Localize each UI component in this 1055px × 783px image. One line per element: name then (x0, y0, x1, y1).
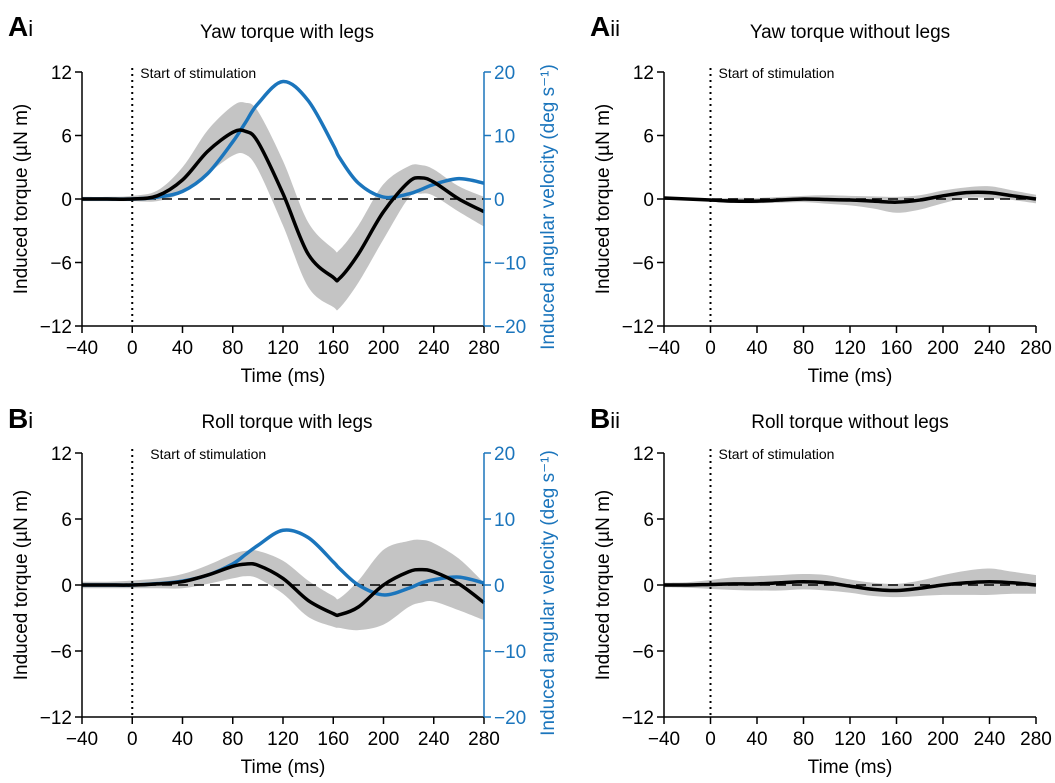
x-tick-label: 160 (317, 729, 349, 750)
chart-title: Roll torque with legs (201, 412, 372, 433)
torque-line (663, 190, 1037, 204)
x-tick-label: 240 (418, 338, 450, 359)
y2-tick-label: 20 (494, 63, 515, 84)
y-tick-label: −6 (632, 642, 654, 663)
panel-bi: Bi Roll torque with legs Start of stimulat… (8, 403, 559, 778)
y-tick-label: −12 (40, 317, 72, 338)
torque-line (82, 128, 485, 283)
x-tick-label: −40 (66, 338, 98, 359)
y-tick-label: 6 (61, 510, 72, 531)
y2-tick-label: 20 (494, 444, 515, 465)
chart-title: Yaw torque without legs (750, 22, 950, 43)
x-tick-label: −40 (648, 729, 680, 750)
y2-tick-label: 10 (494, 510, 515, 531)
x-tick-label: 200 (927, 338, 959, 359)
y2-tick-label: −20 (494, 317, 526, 338)
y-axis-label: Induced torque (µN m) (593, 490, 614, 680)
x-tick-label: 200 (368, 338, 400, 359)
x-tick-label: 280 (1020, 338, 1052, 359)
x-tick-label: 240 (974, 729, 1006, 750)
x-tick-label: 240 (418, 729, 450, 750)
y-tick-label: −12 (40, 708, 72, 729)
x-tick-label: 120 (834, 338, 866, 359)
x-tick-label: 0 (705, 338, 716, 359)
x-axis-label: Time (ms) (241, 366, 326, 387)
y-axis-label: Induced torque (µN m) (11, 490, 32, 680)
y-tick-label: 0 (61, 576, 72, 597)
y-tick-label: 6 (643, 127, 654, 148)
x-tick-label: 120 (267, 338, 299, 359)
x-tick-label: 80 (222, 338, 243, 359)
y2-tick-label: 0 (494, 576, 505, 597)
y-axis-label: Induced torque (µN m) (11, 104, 32, 294)
y-tick-label: −6 (632, 254, 654, 275)
x-tick-label: 80 (793, 729, 814, 750)
y2-tick-label: 0 (494, 190, 505, 211)
x-tick-label: 40 (746, 729, 767, 750)
stimulation-annotation: Start of stimulation (719, 65, 835, 81)
y2-tick-label: −10 (494, 642, 526, 663)
y-tick-label: −12 (622, 317, 654, 338)
y-tick-label: −12 (622, 708, 654, 729)
y-tick-label: 6 (643, 510, 654, 531)
x-tick-label: −40 (66, 729, 98, 750)
y-tick-label: −6 (50, 642, 72, 663)
y-tick-label: −6 (50, 254, 72, 275)
stimulation-annotation: Start of stimulation (140, 65, 256, 81)
x-tick-label: −40 (648, 338, 680, 359)
y2-tick-label: −20 (494, 708, 526, 729)
x-tick-label: 40 (172, 729, 193, 750)
x-tick-label: 160 (881, 729, 913, 750)
panel-label: Aii (590, 11, 620, 42)
y2-tick-label: −10 (494, 254, 526, 275)
x-axis-label: Time (ms) (808, 366, 893, 387)
x-tick-label: 80 (222, 729, 243, 750)
x-tick-label: 80 (793, 338, 814, 359)
panel-bii: Bii Roll torque without legs Start of stim… (590, 403, 1052, 778)
y2-tick-label: 10 (494, 127, 515, 148)
y-tick-label: 6 (61, 127, 72, 148)
panel-ai: Ai Yaw torque with legs Start of stimulati… (8, 11, 559, 387)
torque-error-band (82, 102, 484, 311)
y-tick-label: 0 (643, 190, 654, 211)
panel-label: Bii (590, 403, 620, 434)
panel-label: Bi (8, 403, 33, 434)
x-tick-label: 120 (267, 729, 299, 750)
x-tick-label: 200 (368, 729, 400, 750)
x-tick-label: 0 (127, 729, 138, 750)
y-axis-label: Induced torque (µN m) (593, 104, 614, 294)
x-tick-label: 160 (881, 338, 913, 359)
x-tick-label: 200 (927, 729, 959, 750)
x-tick-label: 280 (468, 729, 500, 750)
x-axis-label: Time (ms) (241, 757, 326, 778)
y-tick-label: 0 (643, 576, 654, 597)
y-tick-label: 12 (51, 63, 72, 84)
stimulation-annotation: Start of stimulation (150, 446, 266, 462)
y2-axis-label: Induced angular velocity (deg s⁻¹) (538, 64, 559, 350)
torque-line (663, 579, 1037, 593)
y2-axis-label: Induced angular velocity (deg s⁻¹) (538, 450, 559, 736)
x-axis-label: Time (ms) (808, 757, 893, 778)
y-tick-label: 12 (633, 63, 654, 84)
x-tick-label: 0 (705, 729, 716, 750)
chart-title: Roll torque without legs (751, 412, 949, 433)
x-tick-label: 280 (468, 338, 500, 359)
x-tick-label: 40 (172, 338, 193, 359)
x-tick-label: 120 (834, 729, 866, 750)
x-tick-label: 280 (1020, 729, 1052, 750)
torque-line (82, 561, 486, 618)
y-tick-label: 0 (61, 190, 72, 211)
x-tick-label: 160 (317, 338, 349, 359)
x-tick-label: 240 (974, 338, 1006, 359)
y-tick-label: 12 (51, 444, 72, 465)
panel-aii: Aii Yaw torque without legs Start of stimu… (590, 11, 1052, 387)
torque-error-band (664, 568, 1036, 598)
y-tick-label: 12 (633, 444, 654, 465)
x-tick-label: 40 (746, 338, 767, 359)
chart-title: Yaw torque with legs (200, 22, 374, 43)
panel-label: Ai (8, 11, 33, 42)
x-tick-label: 0 (127, 338, 138, 359)
stimulation-annotation: Start of stimulation (719, 446, 835, 462)
